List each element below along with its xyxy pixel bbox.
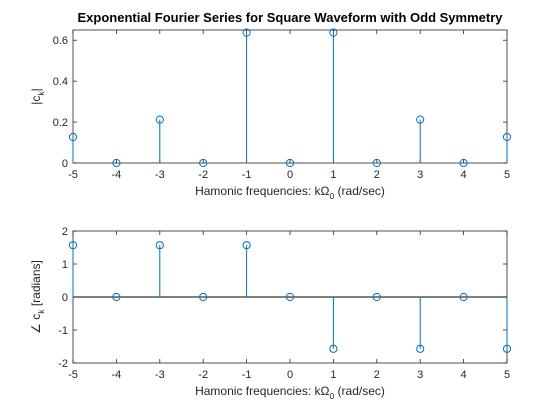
y-tick-label: -1 xyxy=(58,325,68,337)
stem-marker xyxy=(329,344,338,353)
y-axis-label: ∠ ck [radians] xyxy=(29,260,46,334)
x-tick-label: -3 xyxy=(155,169,165,181)
stem-marker xyxy=(242,241,251,250)
x-axis-label-main: Hamonic frequencies: kΩ xyxy=(195,384,329,398)
stem-marker xyxy=(459,292,468,302)
y-tick-label: 0.2 xyxy=(53,117,68,129)
stem-marker xyxy=(199,158,208,168)
y-axis-label-main: |c xyxy=(29,96,43,105)
magnitude-plot: -5 -4 -3 -2 -1 0 1 2 3 4 5 0 0.2 0.4 0.6 Hamonic freque… xyxy=(29,28,512,201)
x-axis-label-main: Hamonic frequencies: kΩ xyxy=(195,184,329,198)
x-tick-label: 1 xyxy=(330,169,336,181)
y-axis-label-tail: [radians] xyxy=(29,260,43,309)
x-tick-label: 5 xyxy=(504,369,510,381)
stem-marker xyxy=(155,115,164,124)
x-axis-label-tail: (rad/sec) xyxy=(334,384,385,398)
stem-marker xyxy=(502,344,512,353)
y-tick-label: 0 xyxy=(62,158,68,170)
x-axis-label: Hamonic frequencies: kΩ0 (rad/sec) xyxy=(195,184,385,201)
x-tick-label: -2 xyxy=(198,369,208,381)
x-tick-label: 1 xyxy=(330,369,336,381)
x-tick-label: 4 xyxy=(461,169,467,181)
phase-plot: -5 -4 -3 -2 -1 0 1 2 3 4 5 -2 -1 0 1 2 Hamonic frequenci… xyxy=(29,226,512,401)
x-axis-label-tail: (rad/sec) xyxy=(334,184,385,198)
y-axis-label-sub: k xyxy=(36,309,46,314)
x-tick-label: -3 xyxy=(155,369,165,381)
y-axis-label: |ck| xyxy=(29,88,46,105)
x-tick-label: -2 xyxy=(198,169,208,181)
stem-marker xyxy=(242,28,251,37)
x-tick-label: 0 xyxy=(287,369,293,381)
x-tick-label: 4 xyxy=(461,369,467,381)
stem-marker xyxy=(68,132,78,142)
y-tick-label: 1 xyxy=(62,259,68,271)
y-axis-label-tail: | xyxy=(29,88,43,91)
y-axis-label-main: ∠ c xyxy=(29,314,43,334)
y-axis-label-sub: k xyxy=(36,91,46,96)
stem-marker xyxy=(372,292,381,302)
x-axis-label: Hamonic frequencies: kΩ0 (rad/sec) xyxy=(195,384,385,401)
stem-marker xyxy=(416,344,425,353)
stem-marker xyxy=(199,292,208,302)
stem-marker xyxy=(112,292,121,302)
x-tick-label: 5 xyxy=(504,169,510,181)
chart-title: Exponential Fourier Series for Square Wa… xyxy=(77,10,503,25)
stem-marker xyxy=(459,158,468,168)
y-tick-label: 0.4 xyxy=(53,76,68,88)
stem-marker xyxy=(285,292,295,302)
x-tick-label: 2 xyxy=(374,169,380,181)
stem-marker xyxy=(68,241,78,250)
x-tick-label: -5 xyxy=(68,169,78,181)
y-tick-label: -2 xyxy=(58,358,68,370)
stem-marker xyxy=(285,158,295,168)
x-tick-label: 3 xyxy=(417,169,423,181)
stem-marker xyxy=(112,158,121,168)
stem-marker xyxy=(372,158,381,168)
stem-marker xyxy=(502,132,512,142)
x-tick-label: 3 xyxy=(417,369,423,381)
x-tick-label: -4 xyxy=(112,169,122,181)
stem-marker xyxy=(416,115,425,124)
x-tick-label: 2 xyxy=(374,369,380,381)
axes-box xyxy=(72,29,508,164)
y-tick-label: 2 xyxy=(62,226,68,238)
y-tick-label: 0.6 xyxy=(53,35,68,47)
stem-marker xyxy=(329,28,338,37)
x-tick-label: 0 xyxy=(287,169,293,181)
x-tick-label: -1 xyxy=(242,369,252,381)
x-tick-label: -4 xyxy=(112,369,122,381)
x-tick-label: -5 xyxy=(68,369,78,381)
x-tick-label: -1 xyxy=(242,169,252,181)
y-tick-label: 0 xyxy=(62,292,68,304)
x-axis-label-sub: 0 xyxy=(329,191,334,201)
x-axis-label-sub: 0 xyxy=(329,391,334,401)
stem-marker xyxy=(155,241,164,250)
